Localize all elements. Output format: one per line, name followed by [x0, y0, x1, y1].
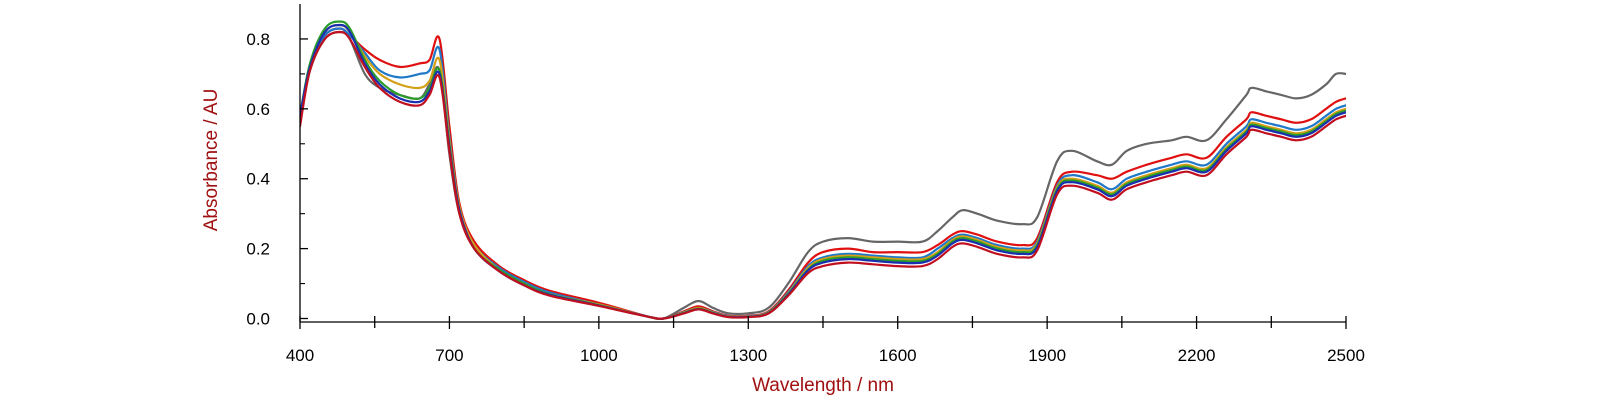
- x-tick-label: 1300: [729, 346, 767, 365]
- series-layer: [300, 20, 1346, 320]
- x-tick-label: 2200: [1178, 346, 1216, 365]
- spectrum-line-4: [300, 23, 1346, 320]
- spectrum-line-2: [300, 27, 1346, 320]
- x-axis-title: Wavelength / nm: [752, 375, 894, 396]
- y-axis-ticks: 0.0 0.2 0.4 0.6 0.8: [246, 30, 308, 329]
- x-axis-ticks: 400 700 1000 1300 1600 1900 2200 2500: [286, 316, 1365, 365]
- y-tick-label: 0.0: [246, 310, 270, 329]
- x-tick-label: 1600: [879, 346, 917, 365]
- spectrum-line-1: [300, 30, 1346, 320]
- y-tick-label: 0.2: [246, 240, 270, 259]
- x-tick-label: 1900: [1028, 346, 1066, 365]
- spectrum-line-5: [300, 20, 1346, 320]
- spectrum-line-7: [300, 30, 1346, 320]
- spectrum-line-6: [300, 23, 1346, 320]
- x-tick-label: 2500: [1327, 346, 1365, 365]
- y-axis-title: Absorbance / AU: [201, 89, 222, 232]
- x-tick-label: 700: [435, 346, 463, 365]
- spectrum-line-3: [300, 27, 1346, 320]
- x-tick-label: 400: [286, 346, 314, 365]
- y-tick-label: 0.4: [246, 170, 270, 189]
- y-tick-label: 0.6: [246, 100, 270, 119]
- y-tick-label: 0.8: [246, 30, 270, 49]
- x-tick-label: 1000: [580, 346, 618, 365]
